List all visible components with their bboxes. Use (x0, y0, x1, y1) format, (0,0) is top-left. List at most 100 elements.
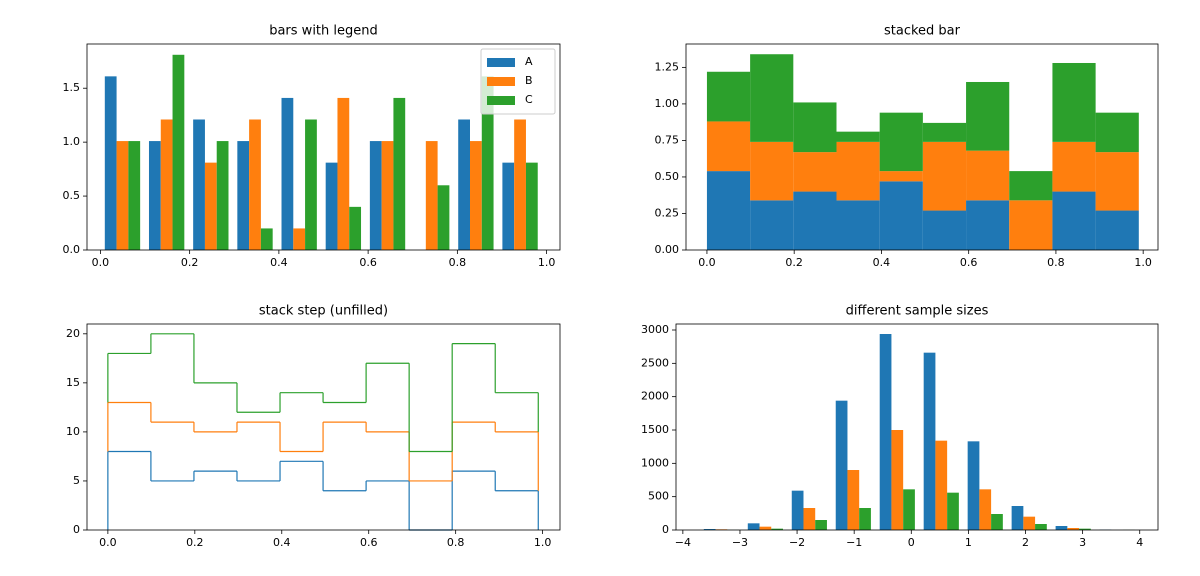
bar (706, 71, 751, 122)
y-tick-label: 5 (73, 474, 80, 487)
bar (1052, 62, 1096, 142)
bar (815, 520, 827, 530)
y-tick-label: 1.5 (63, 81, 81, 94)
bar (148, 141, 161, 250)
bar (160, 119, 173, 251)
bar (706, 121, 751, 172)
x-tick-label: 0.8 (1047, 256, 1065, 269)
y-tick-label: 0.50 (655, 170, 680, 183)
bar (935, 440, 948, 530)
y-tick-label: 10 (66, 425, 80, 438)
bar (1035, 524, 1047, 530)
x-tick-label: 4 (1136, 536, 1143, 549)
bar (437, 185, 450, 250)
bar (1052, 141, 1096, 192)
bar (104, 76, 117, 250)
bar (771, 528, 783, 530)
bar (879, 171, 923, 182)
legend-label: C (525, 93, 533, 106)
x-tick-label: 0.8 (447, 536, 465, 549)
x-tick-label: 0.6 (960, 256, 978, 269)
y-tick-label: 500 (648, 490, 669, 503)
bar (793, 102, 837, 153)
x-tick-label: 1.0 (1134, 256, 1152, 269)
y-tick-label: 0 (662, 523, 669, 536)
axes-frame (685, 43, 1159, 251)
bar (1067, 528, 1080, 530)
x-tick-label: 2 (1022, 536, 1029, 549)
bar (793, 152, 837, 192)
legend-swatch (487, 96, 515, 105)
bar (337, 97, 350, 251)
bar (305, 119, 317, 251)
bar (216, 141, 229, 250)
y-tick-label: 0.0 (63, 243, 81, 256)
bar (979, 489, 992, 530)
subplot: stacked bar 0.0 0.2 0.4 0.6 0.8 1.0 0.00 0.25 0.5… (655, 24, 1159, 269)
y-tick-label: 1.25 (655, 60, 680, 73)
axes-frame (86, 323, 561, 531)
x-tick-label: 0.8 (449, 256, 467, 269)
bar (1009, 200, 1053, 250)
bar (1023, 516, 1036, 530)
bar (706, 171, 751, 250)
bar (966, 81, 1010, 151)
bar (947, 492, 959, 530)
x-tick-label: 3 (1079, 536, 1086, 549)
bar (835, 400, 848, 530)
subplot-title: bars with legend (269, 24, 378, 39)
bar (1011, 506, 1024, 530)
bar (847, 470, 860, 530)
bar (891, 430, 904, 530)
bar (836, 200, 880, 250)
x-tick-label: 0 (908, 536, 915, 549)
x-tick-label: 0.2 (181, 256, 199, 269)
y-tick-label: 20 (66, 327, 80, 340)
bar (879, 181, 923, 250)
bar (750, 200, 794, 250)
x-tick-label: 0.2 (785, 256, 803, 269)
bar (836, 141, 880, 201)
x-tick-label: 0.4 (273, 536, 291, 549)
bar (502, 162, 515, 250)
bar (172, 54, 185, 250)
bar (1095, 112, 1139, 153)
x-tick-label: 0.0 (698, 256, 716, 269)
y-tick-label: 1000 (641, 456, 669, 469)
bar (525, 162, 538, 250)
bar (1052, 191, 1096, 250)
legend-swatch (487, 58, 515, 67)
bar (393, 97, 406, 251)
bar (922, 210, 967, 250)
bar (967, 441, 980, 530)
bar (1095, 210, 1139, 250)
bar (879, 112, 923, 172)
legend-swatch (487, 77, 515, 86)
x-tick-label: −1 (846, 536, 862, 549)
bar (1055, 526, 1068, 530)
bar (836, 131, 880, 142)
x-tick-label: 1.0 (538, 256, 556, 269)
axes-frame (675, 323, 1159, 531)
bar (759, 526, 772, 530)
bar (204, 162, 217, 250)
bar (193, 119, 205, 251)
bar (369, 141, 382, 250)
y-tick-label: 1.00 (655, 97, 680, 110)
bar (750, 54, 794, 142)
y-tick-label: 0.75 (655, 133, 680, 146)
y-tick-label: 1500 (641, 423, 669, 436)
x-tick-label: −4 (675, 536, 691, 549)
bar (879, 334, 892, 530)
bar (458, 119, 470, 251)
y-tick-label: 0.5 (63, 189, 81, 202)
bar (293, 228, 306, 250)
y-tick-label: 0.25 (655, 206, 680, 219)
bar (237, 141, 250, 250)
bar (966, 150, 1010, 201)
bar (381, 141, 394, 250)
y-tick-label: 2000 (641, 390, 669, 403)
subplot-title: stacked bar (884, 24, 961, 39)
x-tick-label: 0.4 (270, 256, 288, 269)
bar (425, 141, 438, 250)
